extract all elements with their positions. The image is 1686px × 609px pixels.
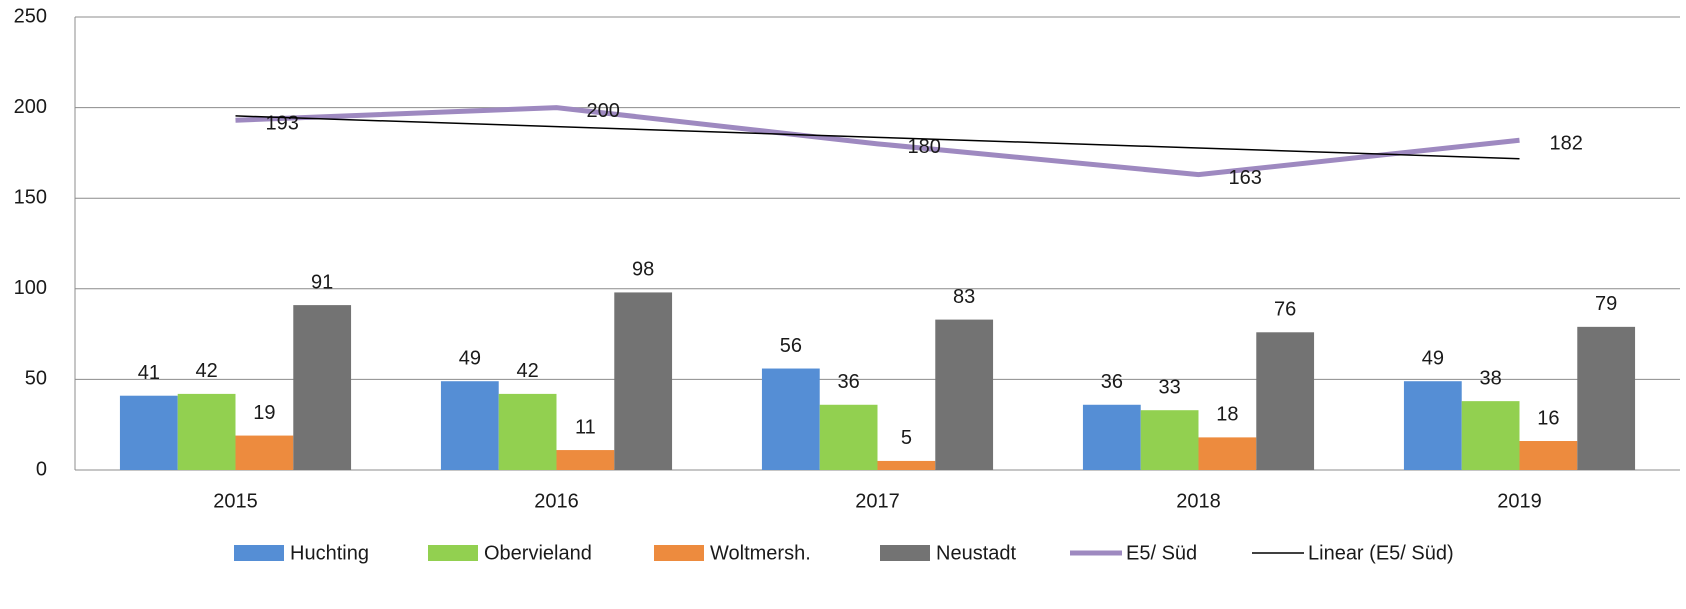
data-label: 18 (1216, 404, 1238, 426)
data-label: 163 (1229, 167, 1262, 189)
data-label: 42 (516, 360, 538, 382)
bar (761, 368, 820, 470)
bar (293, 305, 352, 470)
data-label: 76 (1274, 299, 1296, 321)
bar (935, 319, 994, 470)
legend-label: Neustadt (936, 542, 1016, 564)
data-label: 38 (1479, 367, 1501, 389)
data-label: 98 (632, 259, 654, 281)
legend-label: Obervieland (484, 542, 592, 564)
bar (556, 450, 615, 470)
data-label: 182 (1550, 132, 1583, 154)
legend-swatch (654, 545, 704, 561)
data-label: 33 (1158, 376, 1180, 398)
data-label: 49 (1422, 347, 1444, 369)
bar (1256, 332, 1315, 470)
legend-label: Linear (E5/ Süd) (1308, 542, 1454, 564)
legend-label: Huchting (290, 542, 369, 564)
bar (819, 404, 878, 470)
bar (1198, 437, 1257, 470)
bar (1461, 401, 1520, 470)
data-label: 36 (837, 371, 859, 393)
legend-label: Woltmersh. (710, 542, 811, 564)
bar (1140, 410, 1199, 470)
y-tick-label: 200 (14, 96, 47, 118)
bar (440, 381, 499, 470)
data-label: 19 (253, 402, 275, 424)
bar (1403, 381, 1462, 470)
bar (119, 395, 178, 470)
x-tick-label: 2018 (1176, 490, 1221, 512)
bar (235, 435, 294, 470)
data-label: 180 (908, 136, 941, 158)
trend-line (235, 115, 1520, 160)
data-label: 56 (780, 335, 802, 357)
data-label: 49 (459, 347, 481, 369)
legend-swatch (880, 545, 930, 561)
data-label: 193 (266, 113, 299, 135)
data-label: 83 (953, 286, 975, 308)
data-label: 11 (575, 416, 596, 438)
data-label: 41 (138, 362, 160, 384)
x-tick-label: 2015 (213, 490, 258, 512)
bar (614, 292, 673, 470)
data-label: 16 (1537, 407, 1559, 429)
data-label: 36 (1101, 371, 1123, 393)
bar (877, 460, 936, 470)
legend-label: E5/ Süd (1126, 542, 1197, 564)
line-series (235, 105, 1520, 178)
y-tick-label: 0 (36, 458, 47, 480)
legend-swatch (428, 545, 478, 561)
bar (177, 393, 236, 470)
bar (498, 393, 557, 470)
data-label: 5 (901, 427, 912, 449)
x-tick-label: 2017 (855, 490, 900, 512)
y-tick-label: 100 (14, 277, 47, 299)
legend-swatch (234, 545, 284, 561)
bar (1577, 326, 1636, 470)
x-tick-label: 2016 (534, 490, 579, 512)
y-tick-label: 250 (14, 5, 47, 27)
data-label: 42 (195, 360, 217, 382)
bar (1082, 404, 1141, 470)
y-tick-label: 50 (25, 368, 47, 390)
data-label: 79 (1595, 293, 1617, 315)
bar (1519, 441, 1578, 470)
data-label: 200 (587, 100, 620, 122)
y-tick-label: 150 (14, 186, 47, 208)
data-label: 91 (311, 271, 333, 293)
x-tick-label: 2019 (1497, 490, 1542, 512)
